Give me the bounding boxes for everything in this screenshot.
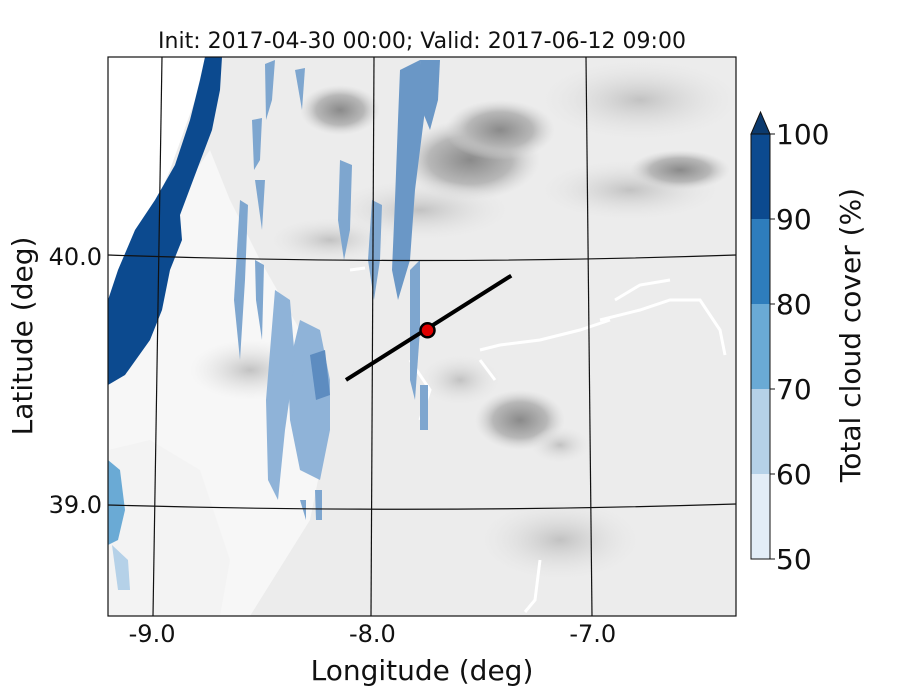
meridian-line — [370, 57, 375, 616]
cloud-streaks — [234, 60, 440, 520]
colorbar-tick-label: 70 — [776, 373, 812, 406]
x-tick-labels: -9.0 -8.0 -7.0 — [129, 620, 617, 648]
map-frame — [107, 56, 737, 617]
y-tick-labels: 40.0 39.0 — [49, 243, 102, 519]
location-point-marker — [419, 322, 436, 339]
colorbar-tick-label: 50 — [776, 543, 812, 576]
map-panel — [108, 57, 736, 616]
x-tick-label: -8.0 — [349, 620, 396, 648]
colorbar-tick-label: 100 — [776, 118, 829, 151]
y-tick-label: 40.0 — [49, 243, 102, 271]
cloud-band-dense — [108, 57, 222, 385]
colorbar-extend-arrow — [750, 110, 771, 135]
plot-title: Init: 2017-04-30 00:00; Valid: 2017-06-1… — [158, 29, 686, 54]
colorbar-segment — [751, 389, 770, 474]
colorbar-segment — [751, 134, 770, 219]
parallel-line — [108, 254, 736, 262]
colorbar-tick-label: 60 — [776, 458, 812, 491]
colorbar-segment — [751, 474, 770, 559]
colorbar-segment — [751, 304, 770, 389]
y-axis-label: Latitude (deg) — [6, 237, 39, 436]
y-tick-label: 39.0 — [49, 491, 102, 519]
colorbar: 50 60 70 80 90 100 — [750, 110, 829, 576]
graticule — [108, 57, 736, 616]
colorbar-label: Total cloud cover (%) — [834, 188, 867, 483]
colorbar-segment — [751, 219, 770, 304]
x-tick-label: -9.0 — [129, 620, 176, 648]
parallel-line — [108, 503, 736, 510]
map-markers — [344, 273, 513, 382]
ocean-area — [108, 57, 205, 380]
colorbar-tick-label: 90 — [776, 203, 812, 236]
meridian-line — [585, 57, 593, 616]
meridian-line — [152, 57, 163, 616]
x-tick-label: -7.0 — [569, 620, 616, 648]
colorbar-frame — [750, 133, 771, 560]
x-axis-label: Longitude (deg) — [311, 654, 534, 687]
cloud-patch-southwest-light — [112, 545, 130, 590]
cloud-patch-southwest — [108, 460, 125, 545]
colorbar-tick-label: 80 — [776, 288, 812, 321]
lowland-terrain-south — [108, 440, 230, 616]
